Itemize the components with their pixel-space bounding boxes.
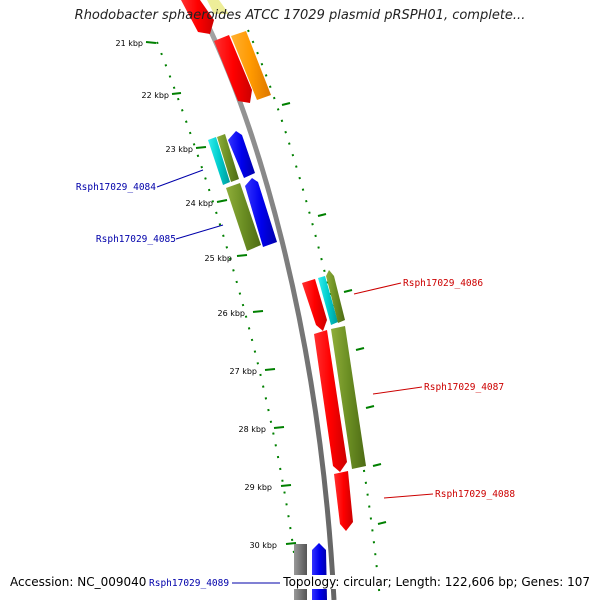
gene-arrow-blue-c (312, 543, 327, 600)
tick-label-29kbp: 29 kbp (244, 483, 272, 492)
gene-arrow-orange (231, 31, 271, 100)
tick-label-30kbp: 30 kbp (249, 541, 277, 550)
tick-label-27kbp: 27 kbp (229, 367, 257, 376)
leader-4084 (156, 169, 204, 188)
gene-arrow-red-top-inner (181, 0, 214, 34)
tick-label-28kbp: 28 kbp (238, 425, 266, 434)
tick-label-22kbp: 22 kbp (141, 91, 169, 100)
map-title: Rhodobacter sphaeroides ATCC 17029 plasm… (74, 8, 526, 23)
inner-tick-arc (156, 41, 301, 600)
gene-label-4084: Rsph17029_4084 (76, 182, 156, 193)
gene-labels: Rsph17029_4084 Rsph17029_4085 Rsph17029_… (76, 182, 515, 589)
tick-label-24kbp: 24 kbp (185, 199, 213, 208)
gene-arrow-cyan-a (208, 137, 230, 185)
tick-labels: 21 kbp 22 kbp 23 kbp 24 kbp 25 kbp 26 kb… (115, 39, 277, 550)
gene-label-leaders (156, 169, 434, 584)
inner-tick-marks (145, 41, 297, 545)
gene-arrow-red-b (302, 279, 327, 331)
topology-text: Topology: circular; Length: 122,606 bp; … (280, 575, 590, 589)
gene-arrow-gray (294, 544, 307, 600)
gene-label-4085: Rsph17029_4085 (96, 234, 176, 245)
tick-label-21kbp: 21 kbp (115, 39, 143, 48)
gene-label-4088: Rsph17029_4088 (435, 489, 515, 500)
leader-4086 (353, 282, 402, 295)
gene-arrow-olive-d (331, 326, 366, 469)
outer-tick-arc (247, 29, 381, 600)
tick-label-25kbp: 25 kbp (204, 254, 232, 263)
gene-label-4087: Rsph17029_4087 (424, 382, 504, 393)
tick-label-23kbp: 23 kbp (165, 145, 193, 154)
gene-arrow-pale-top (207, 0, 229, 14)
gene-arrow-olive-b (226, 183, 261, 251)
gene-arrow-red-c (314, 330, 347, 472)
leader-4085 (175, 224, 224, 240)
gene-label-4086: Rsph17029_4086 (403, 278, 483, 289)
gene-arrow-cyan-b (318, 276, 338, 325)
gene-arrow-olive-a (217, 134, 239, 182)
gene-label-4089: Rsph17029_4089 (149, 578, 229, 589)
outer-tick-marks (281, 102, 387, 525)
gene-arrow-blue-a (228, 131, 255, 178)
gene-arrow-red-d (334, 471, 353, 531)
top-gene-group (181, 0, 271, 103)
gene-arrow-blue-b (245, 178, 277, 247)
tick-label-26kbp: 26 kbp (217, 309, 245, 318)
accession-text: Accession: NC_009040 (10, 575, 147, 589)
leader-4087 (372, 386, 423, 395)
leader-4088 (383, 493, 434, 499)
gene-arrow-red-a (214, 35, 252, 103)
cluster-26-29kbp (302, 270, 366, 531)
gene-arrow-olive-c (326, 270, 345, 323)
cluster-23-25kbp (208, 131, 277, 251)
cluster-30kbp (294, 543, 327, 600)
